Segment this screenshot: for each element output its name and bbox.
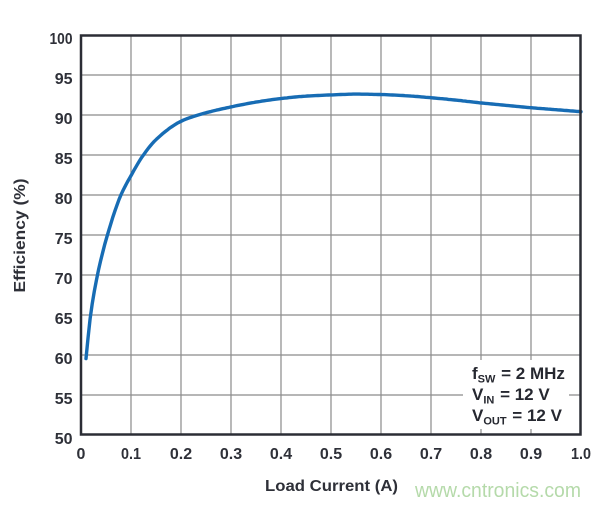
svg-text:0.7: 0.7 <box>420 446 442 463</box>
svg-text:0.3: 0.3 <box>220 446 242 463</box>
svg-text:0.4: 0.4 <box>270 446 292 463</box>
svg-text:75: 75 <box>55 231 73 248</box>
svg-text:60: 60 <box>55 351 73 368</box>
svg-text:Efficiency (%): Efficiency (%) <box>12 179 29 293</box>
svg-text:1.0: 1.0 <box>571 446 591 463</box>
svg-text:www.cntronics.com: www.cntronics.com <box>414 480 581 502</box>
svg-text:65: 65 <box>55 311 73 328</box>
svg-text:0.9: 0.9 <box>520 446 542 463</box>
svg-text:VIN = 12 V: VIN = 12 V <box>472 385 550 407</box>
svg-text:90: 90 <box>55 111 73 128</box>
svg-text:70: 70 <box>55 271 73 288</box>
svg-text:85: 85 <box>55 151 73 168</box>
svg-text:Load Current (A): Load Current (A) <box>265 478 398 495</box>
svg-text:0.2: 0.2 <box>170 446 192 463</box>
svg-text:100: 100 <box>50 31 73 48</box>
svg-text:50: 50 <box>55 431 73 448</box>
svg-text:95: 95 <box>55 71 73 88</box>
svg-text:0.5: 0.5 <box>320 446 342 463</box>
svg-text:80: 80 <box>55 191 73 208</box>
svg-text:0.6: 0.6 <box>370 446 392 463</box>
svg-text:0.1: 0.1 <box>121 446 141 463</box>
svg-text:0.8: 0.8 <box>470 446 492 463</box>
svg-text:0: 0 <box>77 446 86 463</box>
svg-text:55: 55 <box>55 391 73 408</box>
